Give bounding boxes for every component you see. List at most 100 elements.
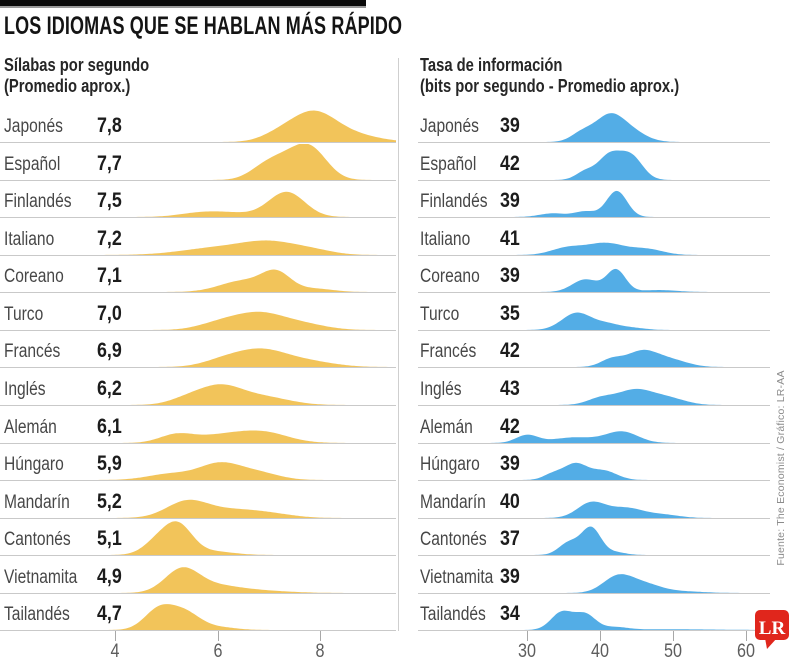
density-curve-area	[418, 610, 770, 631]
language-row: Español 7,7	[0, 143, 396, 181]
language-row: Húngaro 5,9	[0, 444, 396, 482]
language-row: Italiano 7,2	[0, 218, 396, 256]
language-row: Alemán 6,1	[0, 406, 396, 444]
page-title: LOS IDIOMAS QUE SE HABLAN MÁS RÁPIDO	[4, 12, 403, 40]
language-row: Mandarín 5,2	[0, 481, 396, 519]
density-curve	[418, 113, 770, 143]
axis-tick-label: 4	[110, 641, 120, 662]
axis-tick	[527, 631, 528, 641]
average-value: 4,9	[97, 564, 122, 588]
axis-tick-label: 60	[737, 641, 755, 662]
language-label: Turco	[4, 303, 44, 325]
density-curve	[0, 567, 396, 593]
density-curve	[0, 311, 396, 330]
average-value: 6,1	[97, 414, 122, 438]
language-label: Alemán	[4, 416, 57, 438]
left-panel-subtitle: Sílabas por segundo (Promedio aprox.)	[4, 55, 149, 97]
density-curve-area	[0, 521, 396, 556]
language-label: Turco	[420, 303, 460, 325]
density-curve-area	[0, 604, 396, 631]
language-row: Vietnamita 4,9	[0, 556, 396, 594]
language-label: Mandarín	[4, 491, 70, 513]
source-credit: Fuente: The Economist / Gráfico: LR-AA	[775, 370, 787, 566]
panel-divider	[398, 58, 399, 631]
language-row: Español 42	[418, 143, 770, 181]
density-curve	[418, 312, 770, 330]
language-label: Húngaro	[4, 454, 64, 476]
density-curve-area	[418, 573, 770, 593]
language-row: Cantonés 37	[418, 519, 770, 557]
language-row: Italiano 41	[418, 218, 770, 256]
axis-tick-label: 8	[315, 641, 325, 662]
density-curve-area	[418, 242, 770, 255]
density-curve-area	[0, 499, 396, 518]
language-label: Japonés	[4, 116, 63, 138]
density-curve-area	[418, 526, 770, 556]
axis-tick	[115, 631, 116, 641]
language-label: Tailandés	[420, 604, 486, 626]
average-value: 5,1	[97, 527, 122, 551]
language-label: Húngaro	[420, 454, 480, 476]
right-subtitle-line2: (bits por segundo - Promedio aprox.)	[420, 76, 680, 96]
left-x-axis: 4 6 8	[0, 631, 396, 665]
language-label: Inglés	[4, 379, 46, 400]
average-value: 39	[500, 452, 520, 476]
axis-tick	[673, 631, 674, 641]
density-curve	[0, 462, 396, 481]
density-curve	[418, 462, 770, 481]
right-panel-rows: Japonés 39 Español 42 Finlandés 39 Italiano 41 C…	[418, 106, 770, 632]
average-value: 39	[500, 114, 520, 138]
language-label: Finlandés	[4, 191, 72, 213]
language-label: Español	[4, 153, 61, 175]
density-curve-area	[0, 191, 396, 218]
language-row: Finlandés 7,5	[0, 181, 396, 219]
axis-tick-label: 50	[664, 641, 682, 662]
average-value: 43	[500, 377, 520, 400]
language-row: Francés 6,9	[0, 331, 396, 369]
density-curve-area	[418, 430, 770, 443]
density-curve-area	[0, 311, 396, 330]
language-row: Turco 35	[418, 293, 770, 331]
average-value: 7,8	[97, 114, 122, 138]
density-curve	[0, 240, 396, 255]
density-curve-area	[0, 269, 396, 293]
language-row: Japonés 39	[418, 106, 770, 144]
axis-tick-label: 40	[591, 641, 609, 662]
density-curve-area	[418, 113, 770, 143]
language-row: Tailandés 34	[418, 594, 770, 632]
density-curve	[418, 526, 770, 556]
lr-logo-tail	[765, 638, 777, 649]
axis-tick	[217, 631, 219, 641]
language-label: Coreano	[420, 266, 480, 288]
language-label: Japonés	[420, 116, 479, 138]
language-label: Italiano	[420, 228, 471, 250]
average-value: 7,1	[97, 264, 122, 288]
language-label: Italiano	[4, 228, 55, 250]
density-curve	[418, 430, 770, 443]
average-value: 7,5	[97, 189, 122, 213]
density-curve-area	[418, 191, 770, 218]
axis-tick-label: 6	[213, 641, 222, 662]
density-curve	[0, 143, 396, 180]
language-row: Finlandés 39	[418, 181, 770, 219]
average-value: 39	[500, 264, 520, 288]
language-row: Vietnamita 39	[418, 556, 770, 594]
language-label: Cantonés	[4, 529, 71, 551]
language-label: Cantonés	[420, 529, 487, 551]
density-curve-area	[418, 350, 770, 368]
density-curve	[418, 269, 770, 293]
average-value: 6,9	[97, 339, 122, 363]
language-label: Francés	[4, 341, 61, 363]
axis-tick	[600, 631, 601, 641]
density-curve	[418, 388, 770, 405]
average-value: 40	[500, 489, 520, 513]
language-row: Coreano 7,1	[0, 256, 396, 294]
average-value: 7,0	[97, 301, 122, 325]
language-label: Alemán	[420, 416, 473, 438]
density-curve	[418, 242, 770, 255]
density-curve	[0, 110, 396, 143]
density-curve	[0, 348, 396, 368]
language-label: Finlandés	[420, 191, 488, 213]
language-row: Francés 42	[418, 331, 770, 369]
right-subtitle-line1: Tasa de información	[420, 55, 563, 75]
